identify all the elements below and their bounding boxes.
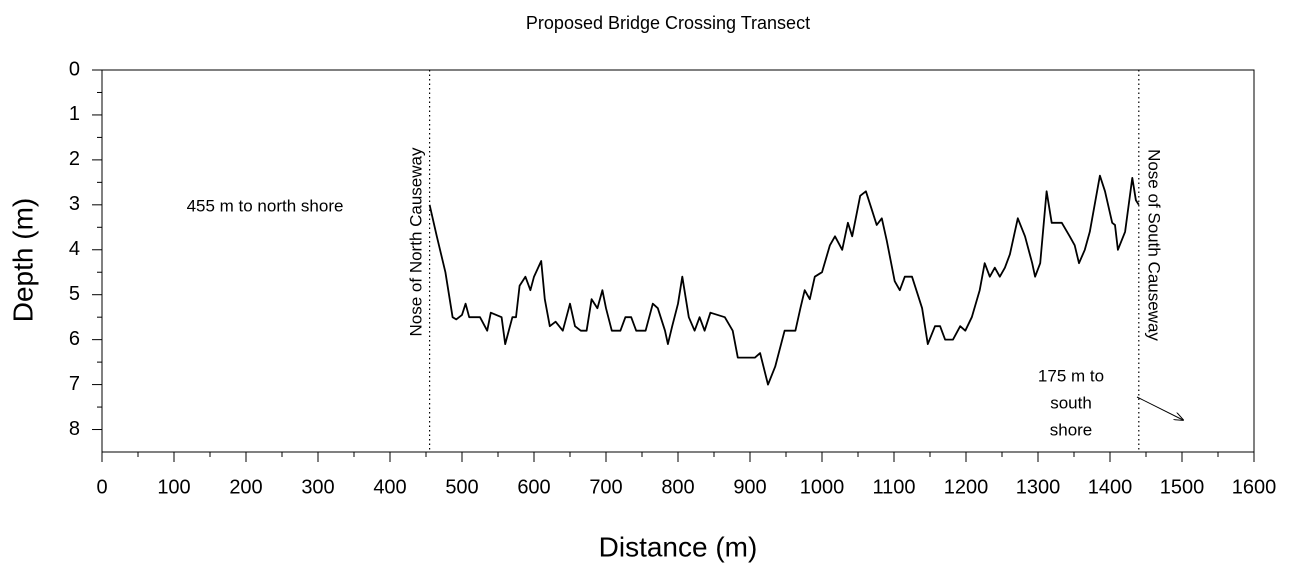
x-tick-label: 500 [445,476,478,498]
x-axis-label: Distance (m) [599,531,758,562]
annotation: 175 m to [1038,366,1104,385]
x-tick-label: 0 [96,476,107,498]
x-tick-label: 1100 [872,476,915,498]
y-tick-label: 7 [69,373,80,395]
x-tick-label: 1600 [1232,476,1277,498]
x-tick-label: 1300 [1016,476,1061,498]
x-tick-label: 1000 [800,476,845,498]
arrow [1136,396,1183,420]
y-tick-label: 4 [69,238,80,260]
x-tick-label: 300 [301,476,334,498]
annotation: 455 m to north shore [187,196,344,215]
y-axis-label: Depth (m) [7,198,38,322]
y-tick-label: 0 [69,58,80,80]
chart-title: Proposed Bridge Crossing Transect [526,13,810,33]
profile-line [428,174,1140,386]
x-tick-label: 1200 [944,476,989,498]
x-tick-label: 200 [229,476,262,498]
y-tick-label: 2 [69,148,80,170]
annotation: Nose of South Causeway [1145,149,1164,341]
y-tick-label: 1 [69,103,80,125]
x-tick-label: 1500 [1160,476,1205,498]
x-tick-label: 1400 [1088,476,1133,498]
y-tick-label: 3 [69,193,80,215]
y-tick-label: 8 [69,418,80,440]
x-tick-label: 900 [733,476,766,498]
x-tick-label: 100 [157,476,190,498]
y-tick-label: 6 [69,328,80,350]
annotation: south [1050,393,1092,412]
y-tick-label: 5 [69,283,80,305]
annotation: shore [1050,420,1093,439]
x-tick-label: 700 [589,476,622,498]
x-tick-label: 600 [517,476,550,498]
annotation: Nose of North Causeway [406,147,425,336]
x-tick-label: 800 [661,476,694,498]
x-tick-label: 400 [373,476,406,498]
